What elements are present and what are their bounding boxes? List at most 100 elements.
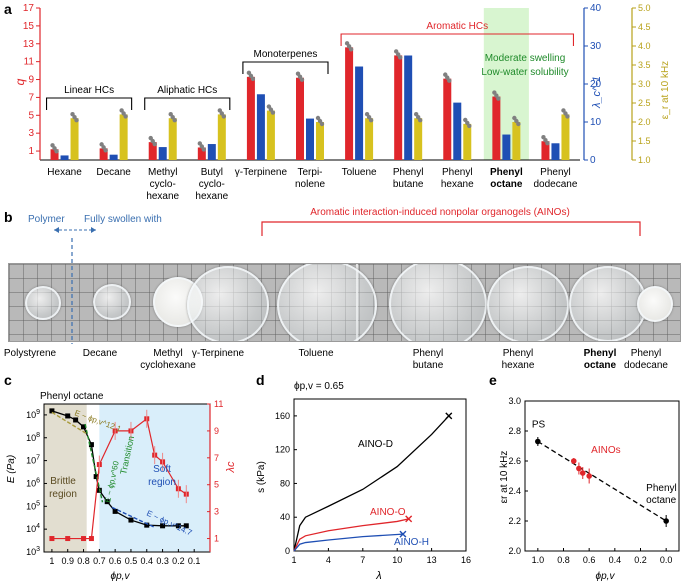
bar-q xyxy=(443,78,452,160)
replicate-dot xyxy=(221,114,227,119)
sample-toluene xyxy=(277,264,377,341)
modulus-point xyxy=(183,523,189,529)
category-label: butane xyxy=(393,179,424,190)
linear-hcs-bracket xyxy=(45,97,133,110)
replicate-dot xyxy=(417,118,423,123)
replicate-dot xyxy=(152,141,157,147)
aromatic-hcs-label: Aromatic HCs xyxy=(426,21,488,32)
y-tick-label: 2.6 xyxy=(508,456,521,466)
y-tick-label: 108 xyxy=(26,432,40,443)
bar-q xyxy=(246,76,255,160)
replicate-dot xyxy=(368,118,374,123)
data-point xyxy=(586,473,592,479)
right-tick-label: 3 xyxy=(214,507,219,517)
replicate-dot xyxy=(250,76,256,82)
curve-label: AINO-D xyxy=(358,439,393,450)
x-tick-label: 1 xyxy=(49,556,54,566)
category-label: Methyl xyxy=(148,167,177,178)
y-tick-label: 2.4 xyxy=(508,486,521,496)
fracture-point xyxy=(445,412,453,420)
right-tick-label: 1 xyxy=(214,534,219,544)
panel-a-chart: a Linear HCs Aliphatic HCs Monoterpenes Aro… xyxy=(4,1,671,200)
middle-tick-label: 10 xyxy=(590,117,602,128)
lambda-c-point xyxy=(81,536,87,542)
y-tick-label: 2.2 xyxy=(508,516,521,526)
y-tick-label: 160 xyxy=(275,411,290,421)
category-label: Butyl xyxy=(201,167,223,178)
category-label: cyclo- xyxy=(199,179,225,190)
left-tick-label: 3 xyxy=(28,128,34,139)
right-tick-label: 1.0 xyxy=(638,155,651,165)
y-tick-label: 103 xyxy=(26,546,40,557)
x-tick-label: 1.0 xyxy=(532,555,545,565)
panel-c-label: c xyxy=(4,372,12,388)
fit-line xyxy=(537,440,667,522)
middle-tick-label: 20 xyxy=(590,79,602,90)
modulus-point xyxy=(88,442,94,448)
lambda-c-point xyxy=(65,536,71,542)
y-tick-exponent: 7 xyxy=(36,455,40,462)
sample-label: Toluene xyxy=(298,348,333,359)
lambda-c-line xyxy=(51,417,187,540)
y-tick-label: 109 xyxy=(26,409,40,420)
left-tick-label: 11 xyxy=(24,57,35,68)
bar-lambda-inverse xyxy=(551,143,560,160)
bar-epsilon xyxy=(365,118,374,160)
x-tick-label: 4 xyxy=(326,555,331,565)
x-tick-label: 0.2 xyxy=(634,555,647,565)
curve-label: AINO-H xyxy=(394,537,429,548)
data-point xyxy=(579,470,586,476)
aino-title: Aromatic interaction-induced nonpolar or… xyxy=(310,207,570,218)
category-label: Phenyl xyxy=(393,167,424,178)
soft-label-line2: region xyxy=(148,477,176,488)
soft-region-band xyxy=(99,404,210,552)
y-tick-exponent: 9 xyxy=(36,409,40,416)
panel-d-annotation: ϕp,v = 0.65 xyxy=(294,381,344,392)
x-tick-label: 0.9 xyxy=(61,556,74,566)
panel-d-frame xyxy=(293,398,467,552)
fit-transition-line xyxy=(84,423,104,503)
polymer-label: Polymer xyxy=(28,214,65,225)
right-tick-label: 11 xyxy=(214,399,223,409)
y-tick-label: 80 xyxy=(280,478,290,488)
x-tick-label: 0.4 xyxy=(141,556,154,566)
replicate-dot xyxy=(565,114,570,119)
panel-c-chart: c 1 0.9 0.8 0.7 0.6 0.5 0.4 0.3 0.2 0.1 103 104 105 1… xyxy=(4,372,237,582)
bar-lambda-inverse xyxy=(306,118,314,160)
panel-c-ylabel: E (Pa) xyxy=(6,455,17,483)
data-point xyxy=(576,465,582,472)
category-label: Phenyl xyxy=(490,167,523,178)
panel-e-ylabel: εr at 10 kHz xyxy=(499,451,510,504)
x-tick-label: 0.3 xyxy=(156,556,169,566)
ainos-label: AINOs xyxy=(591,445,620,456)
organogel-photo xyxy=(8,263,681,342)
replicate-dot xyxy=(467,123,472,129)
panel-d-xlabel: λ xyxy=(375,570,381,582)
sample-phenylbutane xyxy=(389,264,487,341)
curve-aino-d xyxy=(293,415,450,552)
left-tick-label: 13 xyxy=(23,39,35,50)
axis-lambda-inverse-label: λ_c^-1 xyxy=(591,76,603,109)
middle-tick-label: 30 xyxy=(590,41,602,52)
sample-label: Phenyl xyxy=(413,348,444,359)
sample-label: Polystyrene xyxy=(4,348,57,359)
replicate-dot xyxy=(516,121,521,127)
category-label: hexane xyxy=(195,191,228,200)
sample-label: Phenyl xyxy=(503,348,534,359)
modulus-point xyxy=(112,508,118,514)
panel-e-chart: e 1.0 0.8 0.6 0.4 0.2 0.0 2.0 2.2 2.4 2.6 2.8 3.0 P… xyxy=(489,372,680,582)
sample-label: Phenyl xyxy=(584,348,617,359)
bar-lambda-inverse xyxy=(256,94,265,160)
data-point xyxy=(570,458,577,464)
axis-epsilon-label: ε_r at 10 kHz xyxy=(660,61,671,119)
x-tick-label: 7 xyxy=(360,555,365,565)
x-tick-label: 0.2 xyxy=(172,556,185,566)
right-tick-label: 4.5 xyxy=(638,22,651,32)
replicate-dot xyxy=(54,149,59,154)
right-tick-label: 7 xyxy=(214,453,219,463)
right-tick-label: 1.5 xyxy=(638,136,651,146)
right-tick-label: 3.0 xyxy=(638,79,651,89)
axis-q-label: q xyxy=(13,78,27,85)
bar-lambda-inverse xyxy=(404,55,413,160)
aino-bracket xyxy=(261,221,641,236)
